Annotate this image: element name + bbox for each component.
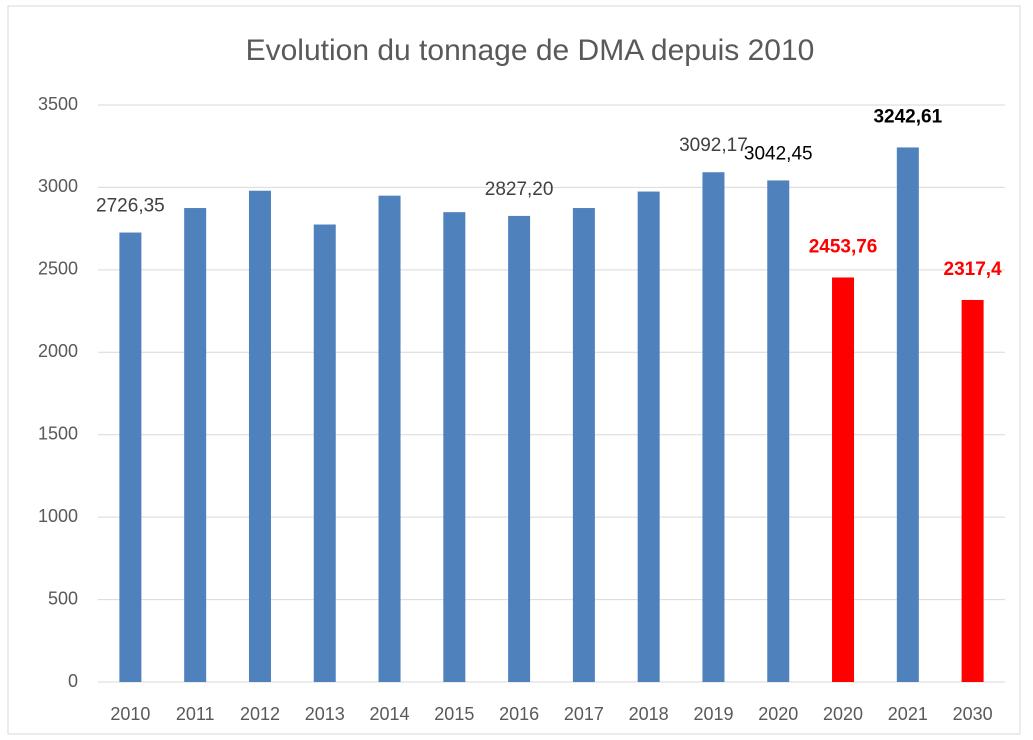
- y-tick-label: 3500: [38, 94, 78, 114]
- value-label: 2453,76: [809, 236, 878, 257]
- y-tick-label: 3000: [38, 176, 78, 196]
- x-tick-label: 2014: [370, 704, 410, 724]
- value-label: 2726,35: [96, 196, 165, 217]
- bar: [119, 232, 142, 682]
- bar: [184, 208, 207, 683]
- x-tick-label: 2021: [888, 704, 928, 724]
- value-label: 3092,17: [679, 135, 748, 156]
- x-tick-label: 2020: [823, 704, 863, 724]
- bar: [767, 180, 790, 682]
- value-label: 2827,20: [485, 179, 554, 200]
- value-label: 3242,61: [873, 106, 942, 127]
- x-tick-label: 2020: [758, 704, 798, 724]
- y-tick-label: 1500: [38, 423, 78, 443]
- x-tick-label: 2017: [564, 704, 604, 724]
- x-tick-label: 2018: [629, 704, 669, 724]
- bar: [572, 208, 595, 683]
- y-tick-label: 500: [48, 588, 78, 608]
- y-tick-label: 1000: [38, 506, 78, 526]
- bar: [248, 190, 271, 682]
- y-tick-label: 2000: [38, 341, 78, 361]
- bar: [832, 277, 855, 682]
- bar: [508, 215, 531, 682]
- value-label: 3042,45: [744, 143, 813, 164]
- value-label: 2317,4: [944, 259, 1003, 280]
- bar: [313, 224, 336, 682]
- x-tick-label: 2016: [499, 704, 539, 724]
- chart-title: Evolution du tonnage de DMA depuis 2010: [246, 34, 815, 67]
- bar: [637, 191, 660, 683]
- bar: [443, 212, 466, 682]
- x-tick-label: 2013: [305, 704, 345, 724]
- x-tick-label: 2011: [176, 704, 215, 724]
- y-tick-label: 0: [68, 671, 78, 691]
- bar: [896, 147, 919, 682]
- bar: [378, 195, 401, 682]
- x-tick-label: 2030: [953, 704, 993, 724]
- x-tick-label: 2019: [693, 704, 733, 724]
- y-tick-label: 2500: [38, 259, 78, 279]
- x-tick-label: 2010: [110, 704, 150, 724]
- x-tick-label: 2012: [240, 704, 280, 724]
- x-tick-label: 2015: [434, 704, 474, 724]
- bar: [961, 299, 984, 682]
- bar: [702, 172, 725, 682]
